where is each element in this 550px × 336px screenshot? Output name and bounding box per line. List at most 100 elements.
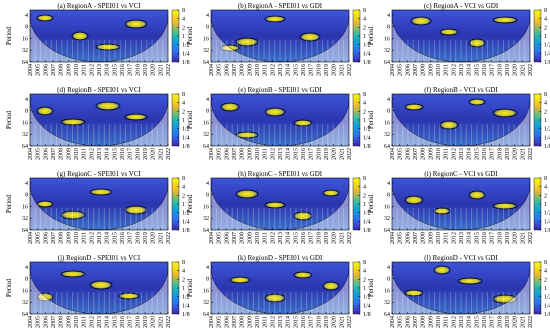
x-tick-label: 2004 [209,316,215,328]
y-tick-label: 64 [22,60,28,66]
x-tick-label: 2015 [474,316,480,328]
x-tick-label: 2020 [151,316,157,328]
x-tick-label: 2005 [217,148,223,160]
coherence-patch [439,120,459,130]
x-tick-label: 2018 [316,232,322,244]
x-tick-label: 2010 [436,232,442,244]
colorbar-tick-label: 2 [544,277,547,283]
colorbar-tick-label: 1 [182,286,185,292]
colorbar-tick-label: 1/8 [544,60,550,66]
coherence-patch [322,189,340,197]
x-tick-label: 2005 [36,316,42,328]
colorbar-tick-label: 1/2 [363,295,371,301]
x-tick-label: 2022 [528,316,534,328]
colorbar-tick-label: 2 [544,193,547,199]
x-tick-label: 2016 [301,64,307,76]
colorbar-tick-label: 4 [363,185,366,191]
y-tick-label: 16 [203,36,209,42]
y-tick-label: 4 [206,13,209,19]
x-tick-label: 2006 [224,232,230,244]
y-tick-label: 4 [25,97,28,103]
coherence-patch [293,211,313,221]
x-tick-label: 2016 [482,232,488,244]
colorbar-tick-label: 1/4 [182,303,190,309]
x-tick-label: 2017 [490,316,496,328]
x-tick-label: 2013 [278,148,284,160]
x-tick-label: 2022 [166,148,172,160]
x-tick-label: 2006 [43,232,49,244]
cone-of-influence [211,100,349,146]
colorbar-tick-label: 1/4 [544,303,550,309]
colorbar-tick-label: 1/8 [544,144,550,150]
coherence-field [30,94,168,146]
colorbar-tick-label: 1 [182,34,185,40]
y-tick-label: 32 [203,216,209,222]
coherence-patch [404,289,424,297]
x-tick-label: 2012 [270,64,276,76]
panel-title: (c) RegionA - VCI vs GDI [424,2,499,10]
x-tick-label: 2018 [135,316,141,328]
coherence-patch [60,270,86,278]
x-tick-label: 2008 [59,316,65,328]
coherence-patch [293,271,313,279]
colorbar-tick-label: 1 [544,34,547,40]
x-tick-label: 2013 [278,316,284,328]
x-tick-label: 2015 [112,232,118,244]
x-tick-label: 2013 [459,148,465,160]
colorbar-tick-label: 1/4 [363,135,371,141]
colorbar-tick-label: 4 [182,185,185,191]
x-tick-label: 2017 [128,64,134,76]
x-tick-label: 2009 [66,148,72,160]
x-tick-label: 2007 [51,232,57,244]
x-tick-label: 2015 [112,316,118,328]
cone-of-influence [211,16,349,62]
x-tick-label: 2022 [347,64,353,76]
x-tick-label: 2011 [263,232,269,244]
x-tick-label: 2013 [459,64,465,76]
x-tick-label: 2019 [143,64,149,76]
colorbar-tick-label: 1/8 [363,60,371,66]
cone-of-influence [392,100,530,146]
y-tick-label: 64 [384,60,390,66]
colorbar-tick-label: 1/2 [182,127,190,133]
colorbar-tick-label: 1/8 [363,312,371,318]
coherence-patch [468,98,486,106]
x-tick-label: 2014 [286,148,292,160]
x-tick-label: 2006 [224,316,230,328]
coherence-patch [322,281,340,291]
colorbar-tick-label: 1/4 [544,135,550,141]
x-tick-label: 2022 [528,64,534,76]
y-tick-label: 32 [384,300,390,306]
y-tick-label: 8 [387,193,390,199]
x-tick-label: 2010 [436,64,442,76]
y-tick-label: 16 [384,288,390,294]
y-tick-label: 4 [387,181,390,187]
x-tick-label: 2016 [120,232,126,244]
coherence-patch [118,292,140,300]
x-tick-label: 2010 [255,232,261,244]
x-tick-label: 2021 [158,64,164,76]
x-tick-label: 2021 [339,232,345,244]
panel-title: (i) RegionC - VCI vs GDI [424,170,498,178]
colorbar-tick-label: 1/2 [182,211,190,217]
x-tick-label: 2020 [151,148,157,160]
y-tick-label: 8 [206,109,209,115]
x-tick-label: 2017 [490,64,496,76]
x-tick-label: 2018 [135,232,141,244]
colorbar-tick-label: 1/8 [544,312,550,318]
colorbar-tick-label: 1 [544,118,547,124]
y-axis-label: Period [367,110,375,129]
colorbar-tick-label: 1/8 [363,228,371,234]
x-tick-label: 2012 [89,316,95,328]
x-tick-label: 2011 [263,148,269,160]
coherence-patch [492,16,518,24]
colorbar-tick-label: 1 [363,118,366,124]
coherence-patch [235,37,259,47]
coherence-patch [235,189,259,199]
colorbar-tick-label: 1/4 [363,303,371,309]
x-tick-label: 2013 [97,148,103,160]
x-tick-label: 2010 [74,316,80,328]
x-tick-label: 2018 [316,64,322,76]
colorbar-tick-label: 1 [363,286,366,292]
x-tick-label: 2008 [240,232,246,244]
